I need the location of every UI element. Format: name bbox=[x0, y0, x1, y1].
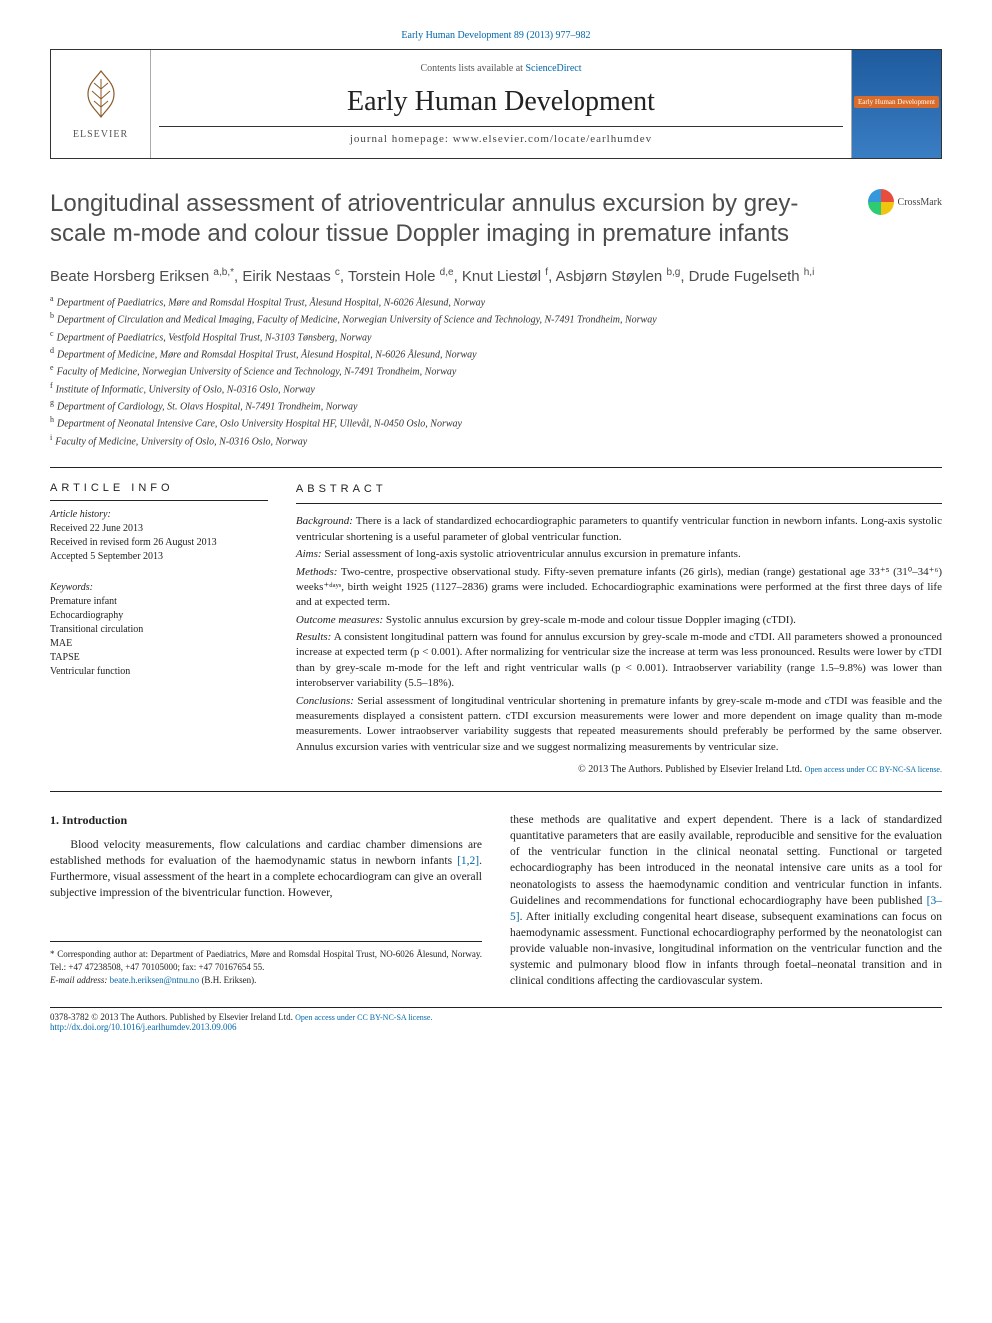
elsevier-name: ELSEVIER bbox=[73, 129, 128, 140]
journal-name: Early Human Development bbox=[159, 86, 843, 118]
affiliation-line: iFaculty of Medicine, University of Oslo… bbox=[50, 432, 942, 449]
corresponding-footnote: * Corresponding author at: Department of… bbox=[50, 941, 482, 986]
email-link[interactable]: beate.h.eriksen@ntnu.no bbox=[110, 975, 200, 985]
abstract-para: Aims: Serial assessment of long-axis sys… bbox=[296, 547, 942, 562]
footnote-text: Corresponding author at: Department of P… bbox=[50, 949, 482, 972]
abstract-para: Results: A consistent longitudinal patte… bbox=[296, 630, 942, 692]
abstract-para: Conclusions: Serial assessment of longit… bbox=[296, 694, 942, 756]
issn-line: 0378-3782 © 2013 The Authors. Published … bbox=[50, 1012, 295, 1022]
affiliations: aDepartment of Paediatrics, Møre and Rom… bbox=[50, 293, 942, 449]
abstract-para: Background: There is a lack of standardi… bbox=[296, 514, 942, 545]
email-suffix: (B.H. Eriksen). bbox=[199, 975, 256, 985]
history-revised: Received in revised form 26 August 2013 bbox=[50, 536, 268, 550]
keywords-head: Keywords: bbox=[50, 582, 268, 593]
elsevier-logo: ELSEVIER bbox=[51, 49, 151, 159]
contents-available: Contents lists available at ScienceDirec… bbox=[159, 63, 843, 78]
affiliation-line: gDepartment of Cardiology, St. Olavs Hos… bbox=[50, 397, 942, 414]
crossmark-badge[interactable]: CrossMark bbox=[868, 189, 942, 215]
intro-para-2: these methods are qualitative and expert… bbox=[510, 812, 942, 989]
intro-head: 1. Introduction bbox=[50, 812, 482, 829]
email-label: E-mail address: bbox=[50, 975, 110, 985]
journal-ref: Early Human Development 89 (2013) 977–98… bbox=[50, 30, 942, 41]
crossmark-icon bbox=[868, 189, 894, 215]
keyword: TAPSE bbox=[50, 651, 268, 665]
affiliation-line: dDepartment of Medicine, Møre and Romsda… bbox=[50, 345, 942, 362]
journal-cover-thumb: Early Human Development bbox=[851, 49, 941, 159]
journal-homepage: journal homepage: www.elsevier.com/locat… bbox=[159, 126, 843, 145]
abstract-para: Outcome measures: Systolic annulus excur… bbox=[296, 613, 942, 628]
article-info-head: article info bbox=[50, 482, 268, 501]
doi-link[interactable]: http://dx.doi.org/10.1016/j.earlhumdev.2… bbox=[50, 1022, 237, 1032]
article-title: Longitudinal assessment of atrioventricu… bbox=[50, 189, 868, 249]
author-list: Beate Horsberg Eriksen a,b,*, Eirik Nest… bbox=[50, 267, 942, 285]
abstract-head: abstract bbox=[296, 482, 942, 504]
journal-header: ELSEVIER Contents lists available at Sci… bbox=[50, 49, 942, 159]
history-accepted: Accepted 5 September 2013 bbox=[50, 550, 268, 564]
abstract-para: Methods: Two-centre, prospective observa… bbox=[296, 565, 942, 611]
keyword: MAE bbox=[50, 637, 268, 651]
sciencedirect-link[interactable]: ScienceDirect bbox=[525, 63, 581, 74]
footer-license-link[interactable]: Open access under CC BY-NC-SA license. bbox=[295, 1013, 432, 1022]
abstract-column: abstract Background: There is a lack of … bbox=[282, 468, 942, 791]
affiliation-line: cDepartment of Paediatrics, Vestfold Hos… bbox=[50, 328, 942, 345]
copyright-text: © 2013 The Authors. Published by Elsevie… bbox=[578, 764, 805, 775]
intro-para-1: Blood velocity measurements, flow calcul… bbox=[50, 837, 482, 901]
affiliation-line: eFaculty of Medicine, Norwegian Universi… bbox=[50, 362, 942, 379]
elsevier-tree-icon bbox=[80, 69, 122, 125]
ref-link[interactable]: [3–5] bbox=[510, 895, 942, 923]
body-columns: 1. Introduction Blood velocity measureme… bbox=[50, 812, 942, 989]
keyword: Premature infant bbox=[50, 595, 268, 609]
page-footer: 0378-3782 © 2013 The Authors. Published … bbox=[50, 1007, 942, 1032]
keyword: Transitional circulation bbox=[50, 623, 268, 637]
keyword: Ventricular function bbox=[50, 665, 268, 679]
body-col-left: 1. Introduction Blood velocity measureme… bbox=[50, 812, 482, 989]
crossmark-label: CrossMark bbox=[898, 197, 942, 208]
keyword: Echocardiography bbox=[50, 609, 268, 623]
affiliation-line: hDepartment of Neonatal Intensive Care, … bbox=[50, 414, 942, 431]
history-head: Article history: bbox=[50, 509, 268, 520]
abstract-body: Background: There is a lack of standardi… bbox=[296, 514, 942, 755]
cover-mini-title: Early Human Development bbox=[854, 96, 939, 108]
article-info-column: article info Article history: Received 2… bbox=[50, 468, 282, 791]
affiliation-line: fInstitute of Informatic, University of … bbox=[50, 380, 942, 397]
affiliation-line: bDepartment of Circulation and Medical I… bbox=[50, 310, 942, 327]
keywords-list: Premature infantEchocardiographyTransiti… bbox=[50, 595, 268, 679]
license-link[interactable]: Open access under CC BY-NC-SA license. bbox=[805, 765, 942, 774]
ref-link[interactable]: [1,2] bbox=[457, 855, 479, 867]
affiliation-line: aDepartment of Paediatrics, Møre and Rom… bbox=[50, 293, 942, 310]
abstract-copyright: © 2013 The Authors. Published by Elsevie… bbox=[296, 763, 942, 777]
history-received: Received 22 June 2013 bbox=[50, 522, 268, 536]
body-col-right: these methods are qualitative and expert… bbox=[510, 812, 942, 989]
contents-text: Contents lists available at bbox=[420, 63, 525, 74]
